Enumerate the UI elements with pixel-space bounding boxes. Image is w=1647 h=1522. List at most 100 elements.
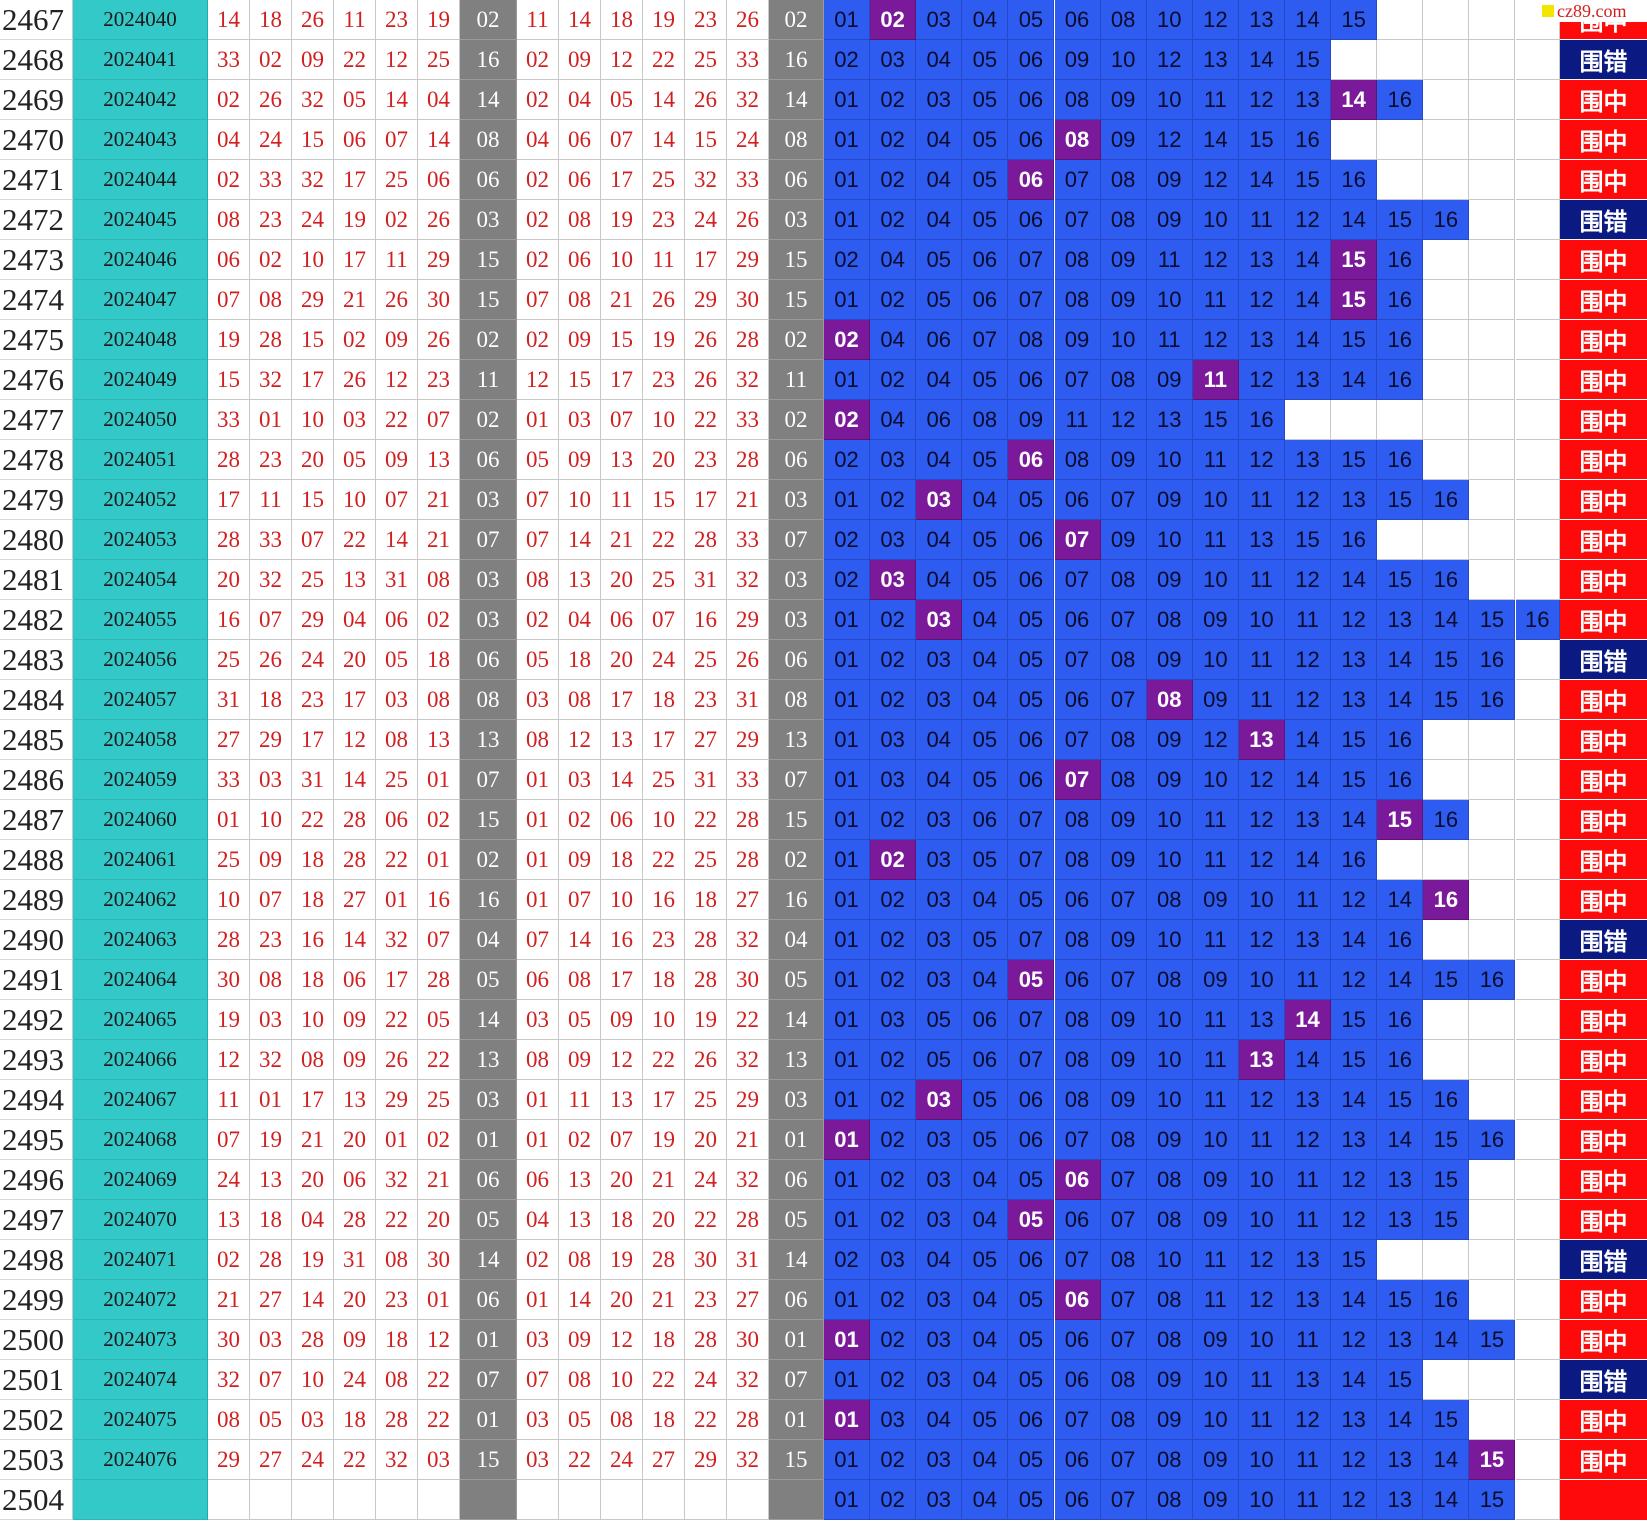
draw-number-cell: 05 (418, 1000, 460, 1040)
hit-number-cell: 02 (870, 0, 917, 40)
candidate-number-cell: 02 (870, 120, 917, 160)
candidate-number-cell: 04 (962, 640, 1009, 680)
candidate-number-cell: 03 (870, 1400, 917, 1440)
candidate-number-cell: 07 (1054, 720, 1101, 760)
result-miss-badge: 围错 (1560, 1360, 1647, 1400)
sorted-number-cell: 25 (685, 840, 727, 880)
candidate-number-cell: 11 (1192, 520, 1239, 560)
period-cell: 2024051 (73, 440, 208, 480)
candidate-number-cell: 02 (870, 1480, 917, 1520)
draw-number-cell: 32 (250, 360, 292, 400)
result-hit-badge: 围中 (1560, 1400, 1647, 1440)
sorted-number-cell: 08 (559, 280, 601, 320)
candidate-number-cell: 13 (1285, 1240, 1332, 1280)
candidate-number-cell: 11 (1238, 1120, 1285, 1160)
period-cell: 2024069 (73, 1160, 208, 1200)
candidate-number-cell: 08 (1146, 1200, 1193, 1240)
empty-cell (1515, 1200, 1560, 1240)
draw-number-cell: 06 (334, 960, 376, 1000)
sorted-number-cell: 30 (727, 960, 769, 1000)
draw-number-cell: 01 (208, 800, 250, 840)
special-number-cell: 01 (460, 1120, 517, 1160)
empty-cell (1423, 120, 1470, 160)
draw-number-cell: 18 (292, 960, 334, 1000)
candidate-number-cell: 11 (1192, 440, 1239, 480)
draw-number-cell: 07 (376, 480, 418, 520)
candidate-number-cell: 02 (824, 1240, 871, 1280)
draw-number-cell: 14 (418, 120, 460, 160)
empty-cell (1515, 960, 1560, 1000)
candidate-number-cell: 02 (870, 360, 917, 400)
candidate-number-cell: 07 (1100, 1440, 1147, 1480)
empty-cell (1515, 1120, 1560, 1160)
draw-number-cell: 11 (250, 480, 292, 520)
candidate-number-cell: 08 (1008, 320, 1055, 360)
draw-number-cell: 20 (292, 440, 334, 480)
special-number-cell: 15 (769, 800, 824, 840)
empty-cell (1469, 40, 1516, 80)
candidate-number-cell: 06 (1008, 40, 1055, 80)
candidate-number-cell: 02 (870, 1280, 917, 1320)
sorted-number-cell: 11 (559, 1080, 601, 1120)
hit-number-cell: 03 (916, 1080, 963, 1120)
special-number-cell: 15 (769, 280, 824, 320)
candidate-number-cell: 12 (1331, 600, 1378, 640)
candidate-number-cell: 01 (824, 1080, 871, 1120)
draw-number-cell: 02 (250, 40, 292, 80)
candidate-number-cell: 10 (1192, 200, 1239, 240)
draw-number-cell (208, 1480, 250, 1520)
empty-cell (1515, 280, 1560, 320)
period-cell: 2024044 (73, 160, 208, 200)
draw-number-cell: 09 (250, 840, 292, 880)
candidate-number-cell: 07 (962, 320, 1009, 360)
candidate-number-cell: 05 (962, 1120, 1009, 1160)
draw-number-cell: 30 (418, 280, 460, 320)
special-number-cell: 02 (460, 320, 517, 360)
draw-number-cell: 22 (376, 1000, 418, 1040)
candidate-number-cell: 16 (1331, 520, 1378, 560)
empty-cell (1515, 920, 1560, 960)
sorted-number-cell: 06 (559, 120, 601, 160)
sorted-number-cell: 31 (685, 760, 727, 800)
special-number-cell: 03 (769, 200, 824, 240)
candidate-number-cell: 11 (1238, 200, 1285, 240)
row-number: 2491 (0, 960, 73, 1000)
row-number: 2475 (0, 320, 73, 360)
draw-number-cell: 08 (250, 280, 292, 320)
draw-number-cell: 01 (250, 400, 292, 440)
draw-number-cell (250, 1480, 292, 1520)
empty-cell (1515, 40, 1560, 80)
draw-number-cell: 29 (376, 1080, 418, 1120)
candidate-number-cell: 06 (1054, 1440, 1101, 1480)
draw-number-cell: 21 (418, 520, 460, 560)
empty-cell (1515, 120, 1560, 160)
candidate-number-cell: 05 (1008, 880, 1055, 920)
candidate-number-cell: 01 (824, 800, 871, 840)
draw-number-cell: 28 (208, 440, 250, 480)
special-number-cell: 13 (460, 1040, 517, 1080)
sorted-number-cell: 27 (685, 720, 727, 760)
sorted-number-cell: 19 (643, 320, 685, 360)
candidate-number-cell: 04 (962, 960, 1009, 1000)
candidate-number-cell: 04 (962, 880, 1009, 920)
row-number: 2495 (0, 1120, 73, 1160)
draw-number-cell: 09 (376, 320, 418, 360)
candidate-number-cell: 11 (1285, 600, 1332, 640)
special-number-cell: 06 (769, 1280, 824, 1320)
candidate-number-cell: 13 (1192, 40, 1239, 80)
draw-number-cell: 08 (418, 680, 460, 720)
sorted-number-cell: 05 (559, 1000, 601, 1040)
candidate-number-cell: 06 (1054, 600, 1101, 640)
sorted-number-cell: 03 (517, 1320, 559, 1360)
candidate-number-cell: 14 (1423, 1320, 1470, 1360)
empty-cell (1515, 880, 1560, 920)
special-number-cell: 01 (460, 1400, 517, 1440)
candidate-number-cell: 06 (962, 800, 1009, 840)
draw-number-cell: 23 (250, 200, 292, 240)
sorted-number-cell: 33 (727, 160, 769, 200)
row-number: 2493 (0, 1040, 73, 1080)
sorted-number-cell: 08 (517, 1040, 559, 1080)
sorted-number-cell: 12 (601, 1040, 643, 1080)
candidate-number-cell: 03 (870, 1240, 917, 1280)
special-number-cell: 06 (460, 640, 517, 680)
